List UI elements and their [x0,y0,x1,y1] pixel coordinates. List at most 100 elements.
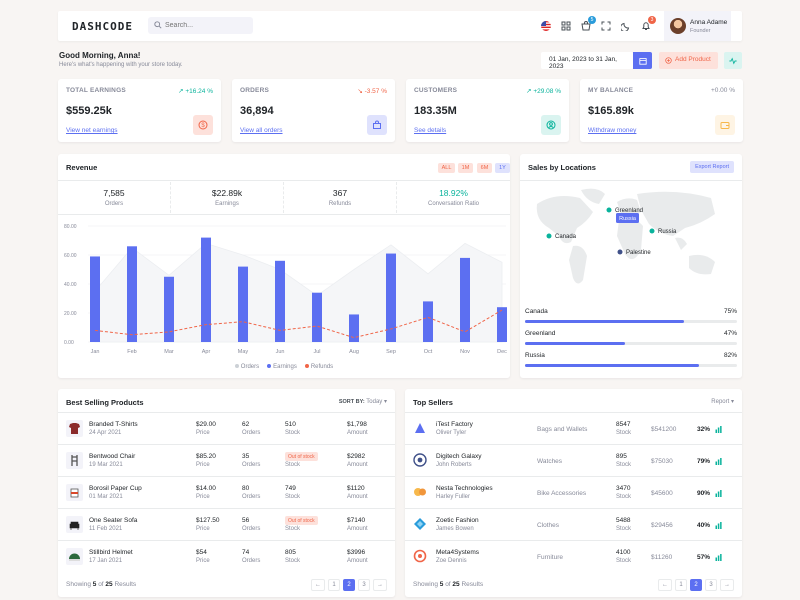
stat-value: 7,585 [103,188,125,198]
dark-mode-icon[interactable] [620,20,633,32]
legend-label: Earnings [273,364,297,370]
seller-name[interactable]: Zoetic Fashion [436,517,479,524]
bar-chart-icon [715,458,722,465]
location-name: Canada [525,308,548,315]
legend-item[interactable]: Earnings [267,364,297,370]
table-row[interactable]: Borosil Paper Cup 01 Mar 2021 $14.00 Price 8… [58,476,395,508]
seller-name[interactable]: Digitech Galaxy [436,453,482,460]
cart-icon[interactable]: 5 [581,16,596,32]
bell-icon[interactable]: 3 [641,16,656,32]
product-orders: 80 [242,485,250,492]
next-page-button[interactable]: → [373,579,387,591]
app-logo[interactable]: DASHCODE [72,20,133,33]
product-stock: 510 [285,421,296,428]
map-marker-russia [649,228,655,234]
page-3-button[interactable]: 3 [358,579,370,591]
map-tooltip-text: Russia [619,216,637,222]
bag-icon [367,115,387,135]
search-box[interactable] [148,17,253,34]
table-row[interactable]: Branded T-Shirts 24 Apr 2021 $29.00 Price 62… [58,412,395,444]
col-amount-label: Amount [347,430,368,436]
date-range-picker[interactable]: 01 Jan, 2023 to 31 Jan, 2023 [541,52,633,70]
next-page-button[interactable]: → [720,579,734,591]
us-flag-icon[interactable] [541,20,553,32]
page-2-button[interactable]: 2 [690,579,702,591]
table-row[interactable]: Digitech Galaxy John Roberts Watches 895 Sto… [405,444,742,476]
add-product-button[interactable]: Add Product [659,52,718,69]
product-name[interactable]: Stillbird Helmet [89,549,133,556]
apps-grid-icon[interactable] [561,20,573,32]
legend-swatch [304,364,309,368]
series-refunds-line [94,309,503,339]
table-row[interactable]: iTest Factory Oliver Tyler Bags and Wallet… [405,412,742,444]
col-stock-label: Stock [285,462,301,468]
filter-1m-button[interactable]: 1M [458,163,473,173]
fullscreen-icon[interactable] [601,20,613,32]
seller-name[interactable]: Nesta Technologies [436,485,493,492]
kpi-link[interactable]: See details [414,127,447,134]
stat-label: Conversation Ratio [427,201,480,207]
table-row[interactable]: Nesta Technologies Harley Fuller Bike Acce… [405,476,742,508]
seller-category: Bags and Wallets [537,426,588,433]
legend-item[interactable]: Orders [234,364,259,370]
seller-name[interactable]: iTest Factory [436,421,473,428]
table-row[interactable]: Stillbird Helmet 17 Jan 2021 $54 Price 74 Ord… [58,540,395,572]
search-input[interactable] [165,20,249,31]
kpi-link[interactable]: View all orders [240,127,283,134]
table-row[interactable]: Bentwood Chair 19 Mar 2021 $85.20 Price 35 Or… [58,444,395,476]
product-name[interactable]: Bentwood Chair [89,453,136,460]
x-tick-label: Feb [127,349,136,355]
user-profile[interactable]: Anna Adame Founder [664,11,731,41]
product-date: 24 Apr 2021 [89,430,122,436]
export-report-button[interactable]: Export Report [690,161,734,173]
avatar [670,18,686,34]
map-marker-greenland [606,207,612,213]
product-name[interactable]: One Seater Sofa [89,517,138,524]
kpi-delta-value: +29.08 % [533,88,561,95]
series-orders-area [94,242,503,343]
location-progress [525,342,737,345]
kpi-link[interactable]: View net earnings [66,127,118,134]
sort-dropdown[interactable]: SORT BY: Today ▾ [339,398,387,405]
filter-6m-button[interactable]: 6M [477,163,492,173]
filter-1y-button[interactable]: 1Y [495,163,510,173]
product-name[interactable]: Borosil Paper Cup [89,485,142,492]
table-row[interactable]: Zoetic Fashion James Bowen Clothes 5488 Stoc… [405,508,742,540]
product-amount: $2982 [347,453,366,460]
legend-item[interactable]: Refunds [304,364,333,370]
page-1-button[interactable]: 1 [675,579,687,591]
seller-stock: 8547 [616,421,631,428]
col-stock-label: Stock [616,494,632,500]
products-footer: Showing 5 of 25 Results [66,581,137,588]
kpi-delta: +0.00 % [711,87,735,94]
activity-button[interactable] [724,52,742,69]
col-orders-label: Orders [242,430,261,436]
product-name[interactable]: Branded T-Shirts [89,421,138,428]
page-2-button[interactable]: 2 [343,579,355,591]
kpi-card: Total Earnings ↗ +16.24 % $559.25k View net… [58,79,221,142]
seller-category: Furniture [537,554,564,561]
prev-page-button[interactable]: ← [311,579,325,591]
product-amount: $3996 [347,549,366,556]
seller-name[interactable]: Meta4Systems [436,549,479,556]
prev-page-button[interactable]: ← [658,579,672,591]
kpi-link[interactable]: Withdraw money [588,127,637,134]
table-row[interactable]: Meta4Systems Zoe Dennis Furniture 4100 Stock… [405,540,742,572]
col-price-label: Price [196,558,210,564]
page-3-button[interactable]: 3 [705,579,717,591]
location-value: 75% [723,308,737,315]
x-tick-label: Nov [460,349,470,355]
page-1-button[interactable]: 1 [328,579,340,591]
col-amount-label: Amount [347,558,368,564]
product-price: $54 [196,549,207,556]
filter-all-button[interactable]: ALL [438,163,455,173]
bar-earnings [238,266,248,342]
calendar-button[interactable] [633,52,652,69]
stat-label: Earnings [215,201,239,207]
col-stock-label: Stock [616,558,632,564]
location-value: 82% [723,352,737,359]
seller-owner: Oliver Tyler [436,430,467,436]
report-dropdown[interactable]: Report ▾ [711,398,734,405]
out-of-stock-badge: Out of stock [285,452,318,461]
table-row[interactable]: One Seater Sofa 11 Feb 2021 $127.50 Price 56… [58,508,395,540]
